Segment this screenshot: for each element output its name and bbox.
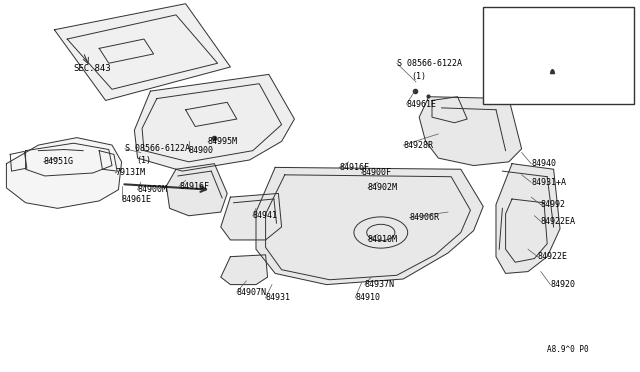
- Text: SEC.843: SEC.843: [74, 64, 111, 73]
- Text: 84902M: 84902M: [368, 183, 398, 192]
- Text: 84941: 84941: [253, 211, 278, 220]
- Text: 84940: 84940: [531, 159, 556, 168]
- Text: 84900: 84900: [189, 146, 214, 155]
- Polygon shape: [134, 74, 294, 171]
- Text: 84900M: 84900M: [138, 185, 168, 194]
- Text: 84992: 84992: [541, 200, 566, 209]
- Polygon shape: [221, 255, 268, 285]
- Polygon shape: [6, 138, 122, 208]
- Text: 84961E: 84961E: [406, 100, 436, 109]
- Text: 84928R: 84928R: [403, 141, 433, 150]
- Polygon shape: [496, 37, 557, 76]
- Text: 84910M: 84910M: [368, 235, 398, 244]
- Text: 84920: 84920: [550, 280, 575, 289]
- Text: 84931+A: 84931+A: [531, 178, 566, 187]
- Text: 84922EA: 84922EA: [541, 217, 576, 226]
- Text: 84900F: 84900F: [362, 169, 392, 177]
- Text: 84910: 84910: [355, 293, 380, 302]
- Text: A8.9^0 P0: A8.9^0 P0: [547, 345, 589, 354]
- Polygon shape: [419, 97, 522, 166]
- Polygon shape: [256, 167, 483, 285]
- Polygon shape: [166, 164, 227, 216]
- Text: 84916F: 84916F: [179, 182, 209, 190]
- Text: S 08566-6122A: S 08566-6122A: [397, 59, 462, 68]
- Text: S 08566-6122A: S 08566-6122A: [125, 144, 190, 153]
- Polygon shape: [54, 4, 230, 100]
- Text: (1): (1): [412, 72, 426, 81]
- Text: F/CD AUTO CHANGER: F/CD AUTO CHANGER: [547, 96, 626, 105]
- Text: 84937N: 84937N: [365, 280, 395, 289]
- Text: 84931: 84931: [266, 293, 291, 302]
- Text: (1): (1): [136, 156, 151, 165]
- Polygon shape: [496, 164, 560, 273]
- Text: 84916FA: 84916FA: [576, 70, 611, 79]
- Text: 84951G: 84951G: [44, 157, 74, 166]
- Text: 84906R: 84906R: [410, 213, 440, 222]
- Text: 84995M: 84995M: [208, 137, 238, 146]
- Text: 84907N: 84907N: [237, 288, 267, 296]
- Text: 7913IM: 7913IM: [115, 169, 145, 177]
- Text: 84970M: 84970M: [570, 51, 600, 60]
- Text: 84916F: 84916F: [339, 163, 369, 172]
- Polygon shape: [221, 193, 282, 240]
- Text: 84961E: 84961E: [122, 195, 152, 203]
- Bar: [483, 7, 634, 104]
- Text: 84922E: 84922E: [538, 252, 568, 261]
